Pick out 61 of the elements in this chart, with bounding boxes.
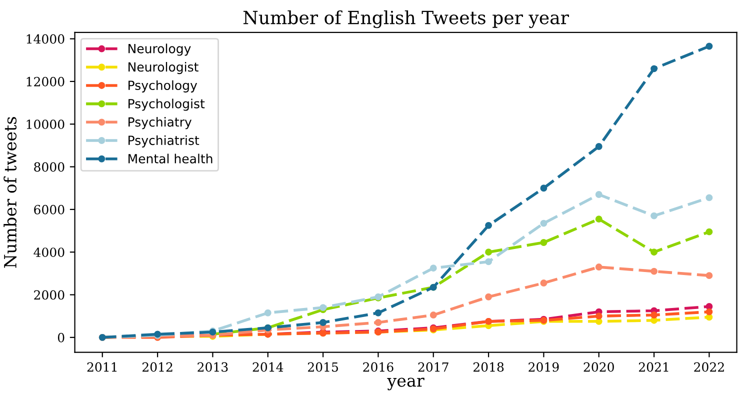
y-tick-label: 12000 [26, 76, 64, 86]
point [650, 248, 658, 256]
legend-label: Psychiatrist [128, 135, 200, 148]
point [264, 309, 272, 316]
point [650, 65, 658, 72]
y-tick-label: 8000 [34, 162, 64, 172]
point [595, 312, 602, 320]
point [650, 316, 658, 324]
point [706, 314, 713, 321]
point [485, 248, 492, 256]
x-tick-label: 2014 [252, 362, 284, 372]
legend-label: Psychiatry [128, 117, 192, 130]
point [595, 216, 602, 223]
point [650, 268, 658, 275]
point [374, 309, 382, 316]
x-tick-label: 2012 [142, 362, 172, 372]
point [430, 264, 437, 272]
x-tick-label: 2011 [87, 362, 117, 372]
chart-title: Number of English Tweets per year [243, 10, 569, 28]
point [706, 194, 713, 202]
point [706, 42, 713, 50]
y-tick-label: 14000 [26, 34, 64, 44]
point [650, 312, 658, 318]
point [374, 319, 382, 326]
point [485, 222, 492, 229]
point [540, 280, 548, 286]
point [706, 308, 713, 316]
point [706, 272, 713, 280]
x-tick-label: 2021 [638, 362, 668, 372]
point [430, 312, 437, 318]
point [706, 228, 713, 236]
y-tick-label: 0 [58, 332, 64, 342]
y-tick-label: 6000 [34, 204, 64, 214]
y-tick-label: 10000 [26, 120, 64, 130]
x-tick-label: 2019 [528, 362, 559, 372]
x-axis-title: year [387, 378, 424, 390]
point [540, 220, 548, 227]
point [540, 184, 548, 192]
legend-label: Psychology [128, 80, 198, 92]
point [650, 212, 658, 220]
x-tick-label: 2022 [694, 362, 724, 372]
point [595, 264, 602, 271]
y-tick-label: 2000 [34, 290, 64, 300]
point [485, 293, 492, 300]
y-axis-title: Number of tweets [4, 117, 17, 268]
point [595, 191, 602, 198]
x-tick-label: 2013 [198, 362, 228, 372]
point [595, 143, 602, 150]
y-tick-label: 4000 [34, 248, 64, 258]
legend-label: Neurologist [128, 62, 198, 74]
x-tick-label: 2018 [473, 362, 504, 372]
x-tick-label: 2015 [308, 362, 338, 372]
point [485, 258, 492, 266]
x-tick-label: 2017 [418, 362, 448, 372]
x-tick-label: 2016 [363, 362, 394, 372]
point [540, 239, 548, 246]
legend-label: Neurology [128, 44, 191, 56]
legend-label: Mental health [128, 154, 212, 164]
x-tick-label: 2020 [584, 362, 614, 372]
point [320, 319, 327, 326]
legend-label: Psychologist [128, 98, 205, 111]
